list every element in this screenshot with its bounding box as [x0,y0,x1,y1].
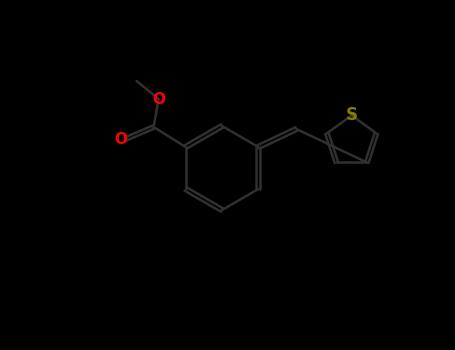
Text: O: O [114,132,127,147]
Text: O: O [152,91,165,106]
Text: S: S [346,106,358,124]
